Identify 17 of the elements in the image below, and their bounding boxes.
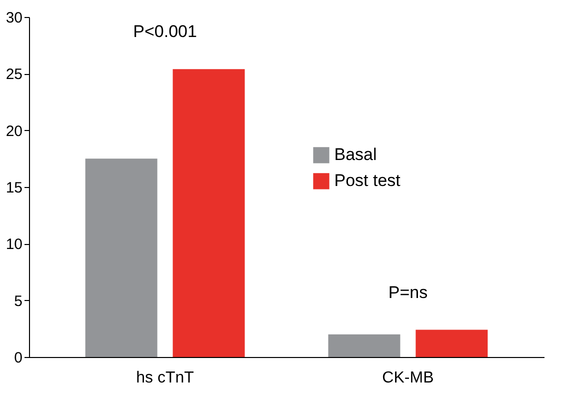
bar [85,158,158,357]
y-tick-label: 20 [6,122,22,140]
legend-label: Basal [334,145,377,164]
y-tick-label: 0 [14,350,22,366]
y-tick-label: 15 [6,180,22,196]
bar [172,69,245,357]
y-tick-label: 30 [6,10,22,26]
bar [416,330,488,357]
x-tick-label: CK-MB [382,370,434,386]
y-tick-label: 25 [6,66,22,84]
bar [328,334,400,357]
y-tick-label: 10 [6,236,22,254]
legend-label: Post test [334,171,401,190]
y-tick-label: 5 [14,292,22,310]
annotation: P<0.001 [133,22,197,42]
x-tick-label: hs cTnT [136,370,194,386]
annotation: P=ns [388,282,428,302]
